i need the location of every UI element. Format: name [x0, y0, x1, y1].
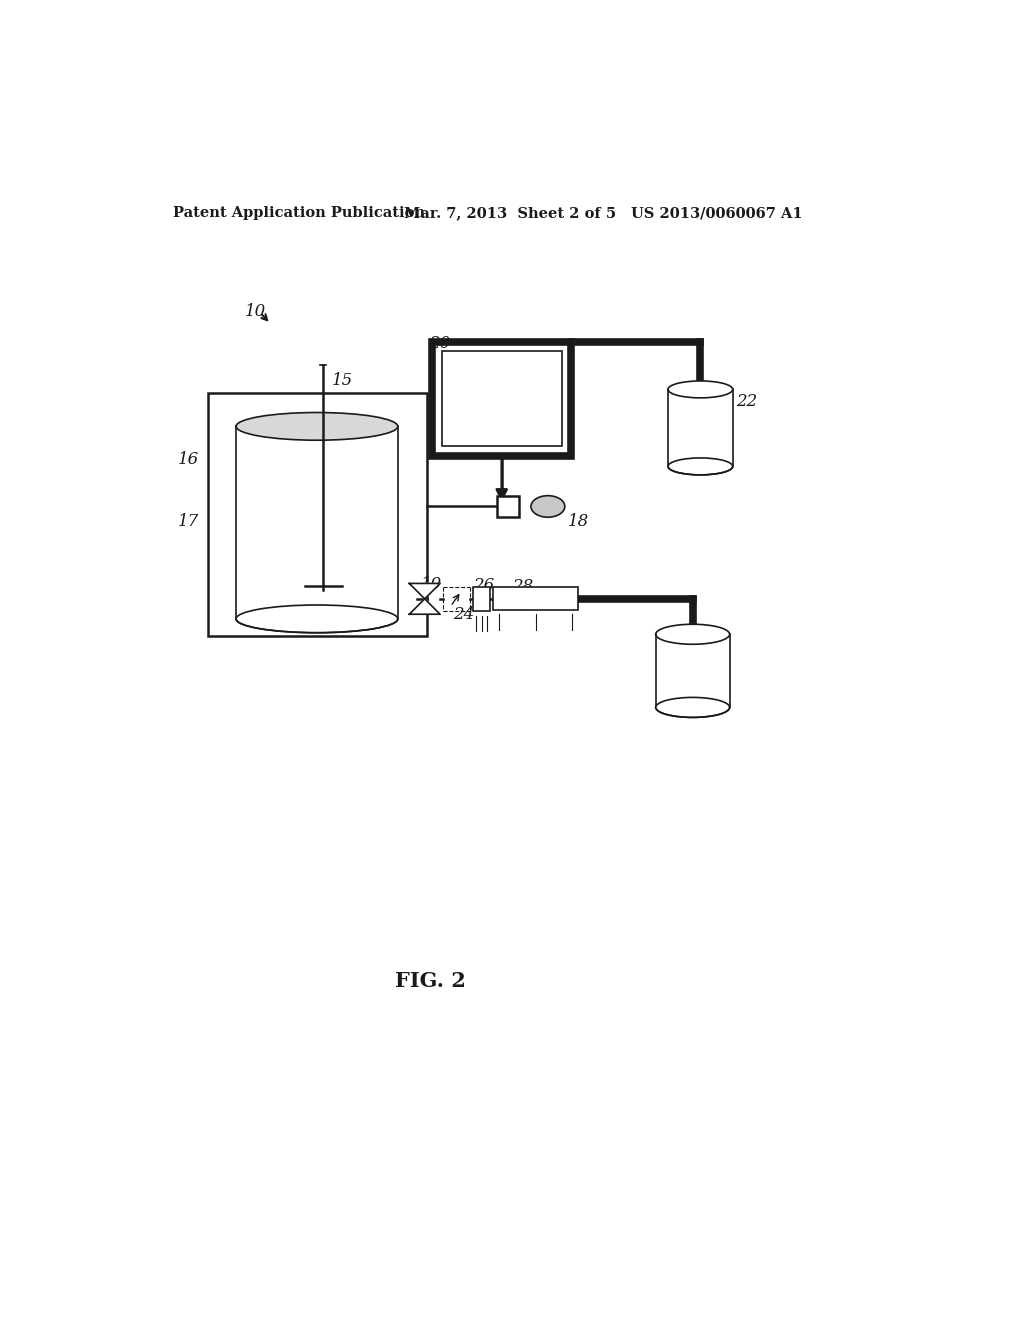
Ellipse shape — [237, 605, 397, 632]
Bar — [497, 496, 518, 517]
Text: 28: 28 — [512, 578, 534, 595]
Polygon shape — [410, 583, 440, 599]
Bar — [208, 393, 427, 636]
Text: 18: 18 — [568, 512, 589, 529]
Text: 16: 16 — [178, 451, 200, 469]
Text: 10: 10 — [245, 304, 266, 321]
Text: 24: 24 — [453, 606, 474, 623]
Text: 26: 26 — [473, 577, 495, 594]
Text: 22: 22 — [736, 393, 757, 411]
Ellipse shape — [237, 413, 397, 441]
Bar — [432, 342, 571, 455]
Polygon shape — [410, 599, 440, 614]
Text: Patent Application Publication: Patent Application Publication — [173, 206, 425, 220]
Bar — [494, 587, 578, 610]
Text: 15: 15 — [333, 372, 353, 388]
Text: US 2013/0060067 A1: US 2013/0060067 A1 — [631, 206, 803, 220]
Ellipse shape — [668, 381, 733, 397]
Bar — [473, 586, 490, 611]
Text: FIG. 2: FIG. 2 — [395, 970, 466, 991]
Ellipse shape — [668, 458, 733, 475]
Text: 19: 19 — [421, 576, 442, 593]
Text: 17: 17 — [178, 512, 200, 529]
Text: Mar. 7, 2013  Sheet 2 of 5: Mar. 7, 2013 Sheet 2 of 5 — [403, 206, 616, 220]
Bar — [441, 351, 562, 446]
Text: 20: 20 — [429, 335, 451, 352]
Ellipse shape — [655, 697, 730, 718]
Ellipse shape — [655, 624, 730, 644]
Ellipse shape — [531, 496, 565, 517]
